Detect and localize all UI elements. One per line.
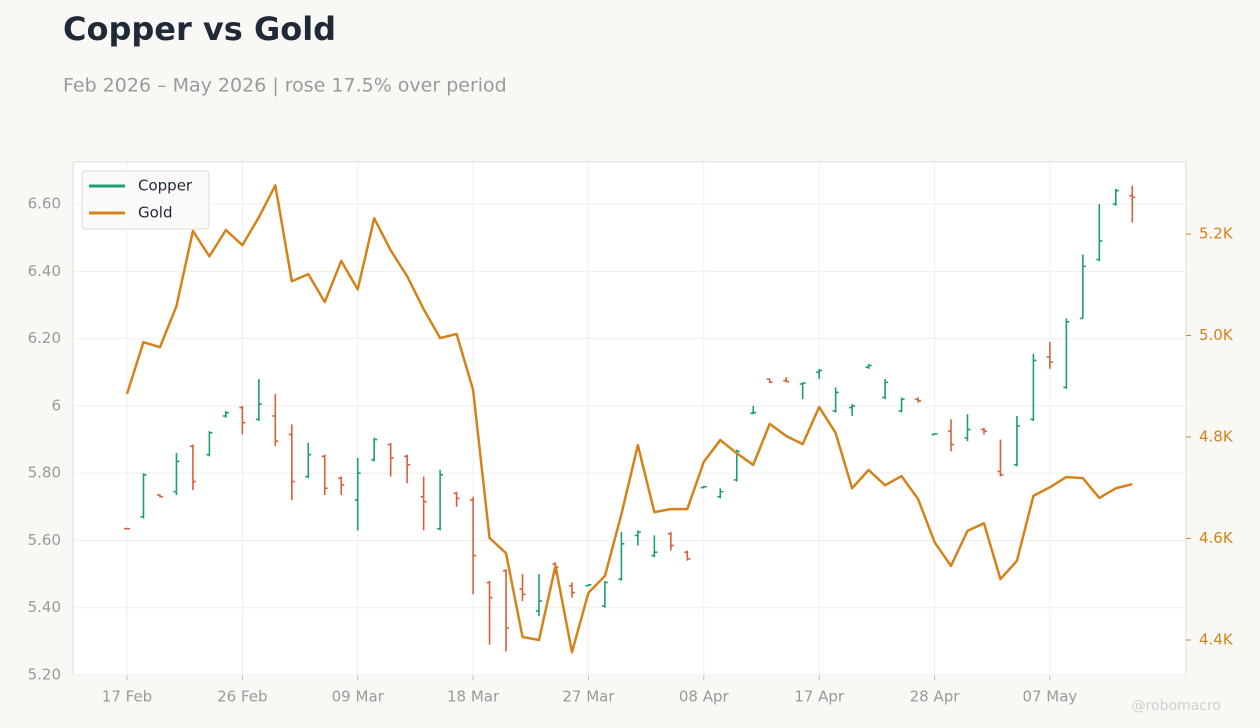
y2-tick-label: 4.4K (1199, 630, 1234, 648)
y2-tick-label: 4.8K (1199, 428, 1234, 446)
y-tick-label: 5.40 (28, 598, 61, 616)
chart-subtitle: Feb 2026 – May 2026 | rose 17.5% over pe… (63, 75, 507, 97)
y-tick-label: 6.40 (28, 262, 61, 280)
chart-title: Copper vs Gold (63, 10, 336, 48)
y2-tick-label: 4.6K (1199, 529, 1234, 547)
legend-label: Copper (138, 177, 193, 195)
y-tick-label: 6.20 (28, 329, 61, 347)
x-tick-label: 09 Mar (332, 688, 385, 706)
x-tick-label: 08 Apr (679, 688, 730, 706)
plot-area (72, 161, 1187, 676)
line-series (125, 184, 1133, 654)
watermark: @robomacro (1132, 698, 1221, 714)
y2-tick-label: 5.0K (1199, 326, 1234, 344)
x-tick-label: 27 Mar (562, 688, 615, 706)
y-tick-label: 5.60 (28, 531, 61, 549)
x-tick-label: 17 Apr (794, 688, 845, 706)
y-tick-label: 5.80 (28, 464, 61, 482)
legend-label: Gold (138, 204, 173, 222)
x-tick-label: 26 Feb (217, 688, 267, 706)
x-tick-label: 17 Feb (102, 688, 152, 706)
y-tick-label: 6 (51, 396, 61, 414)
y-tick-label: 5.20 (28, 666, 61, 684)
x-tick-label: 07 May (1022, 688, 1077, 706)
x-tick-label: 18 Mar (447, 688, 500, 706)
y2-tick-label: 5.2K (1199, 225, 1234, 243)
y-tick-label: 6.60 (28, 195, 61, 213)
x-tick-label: 28 Apr (910, 688, 961, 706)
